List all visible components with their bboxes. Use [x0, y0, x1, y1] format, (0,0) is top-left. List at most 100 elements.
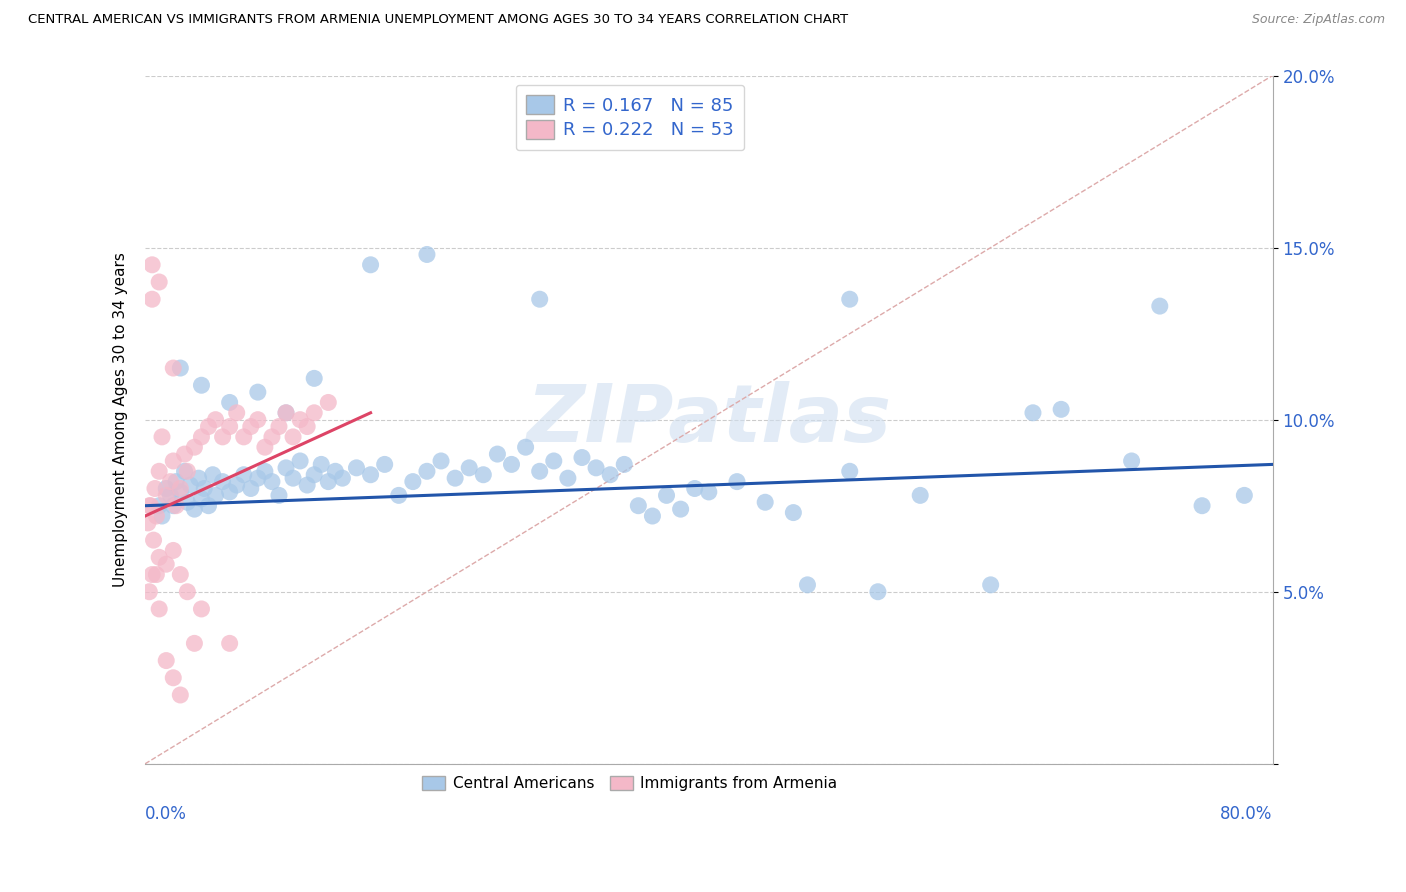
Point [444, 471, 467, 485]
Point [1233, 488, 1256, 502]
Point [302, 406, 325, 420]
Point [218, 484, 240, 499]
Point [253, 440, 276, 454]
Point [302, 371, 325, 385]
Point [225, 478, 247, 492]
Point [225, 406, 247, 420]
Point [246, 412, 269, 426]
Point [183, 502, 205, 516]
Point [281, 471, 304, 485]
Point [183, 636, 205, 650]
Point [302, 467, 325, 482]
Point [288, 412, 311, 426]
Point [1022, 406, 1045, 420]
Point [148, 550, 170, 565]
Point [211, 475, 233, 489]
Point [183, 440, 205, 454]
Point [136, 516, 159, 530]
Point [239, 419, 262, 434]
Point [159, 488, 181, 502]
Point [529, 292, 551, 306]
Text: 0.0%: 0.0% [145, 805, 187, 823]
Point [162, 499, 184, 513]
Point [155, 482, 177, 496]
Point [150, 509, 173, 524]
Point [138, 499, 160, 513]
Point [980, 578, 1002, 592]
Point [169, 484, 191, 499]
Point [274, 460, 297, 475]
Point [176, 464, 198, 478]
Point [246, 471, 269, 485]
Point [141, 292, 163, 306]
Point [908, 488, 931, 502]
Point [176, 584, 198, 599]
Point [204, 488, 226, 502]
Point [754, 495, 776, 509]
Point [142, 533, 165, 548]
Point [169, 482, 191, 496]
Point [402, 475, 425, 489]
Point [204, 412, 226, 426]
Point [641, 509, 664, 524]
Point [316, 395, 339, 409]
Point [838, 464, 860, 478]
Point [501, 458, 523, 472]
Point [139, 499, 162, 513]
Point [155, 654, 177, 668]
Y-axis label: Unemployment Among Ages 30 to 34 years: Unemployment Among Ages 30 to 34 years [114, 252, 128, 587]
Point [138, 584, 160, 599]
Point [190, 378, 212, 392]
Point [486, 447, 509, 461]
Point [325, 464, 347, 478]
Point [655, 488, 678, 502]
Point [374, 458, 396, 472]
Point [332, 471, 354, 485]
Point [162, 671, 184, 685]
Legend: Central Americans, Immigrants from Armenia: Central Americans, Immigrants from Armen… [416, 770, 844, 797]
Point [173, 447, 195, 461]
Point [1149, 299, 1171, 313]
Point [1191, 499, 1213, 513]
Point [148, 464, 170, 478]
Point [515, 440, 537, 454]
Point [416, 247, 439, 261]
Point [274, 406, 297, 420]
Point [169, 688, 191, 702]
Point [388, 488, 411, 502]
Point [176, 495, 198, 509]
Point [458, 460, 481, 475]
Point [1121, 454, 1143, 468]
Point [274, 406, 297, 420]
Point [253, 464, 276, 478]
Point [165, 475, 187, 489]
Point [571, 450, 593, 465]
Point [201, 467, 224, 482]
Point [683, 482, 706, 496]
Point [295, 419, 318, 434]
Point [162, 454, 184, 468]
Point [599, 467, 621, 482]
Point [218, 395, 240, 409]
Point [169, 361, 191, 376]
Text: 80.0%: 80.0% [1220, 805, 1272, 823]
Point [141, 567, 163, 582]
Point [148, 499, 170, 513]
Point [165, 499, 187, 513]
Point [155, 558, 177, 572]
Point [288, 454, 311, 468]
Point [218, 419, 240, 434]
Point [267, 488, 290, 502]
Point [416, 464, 439, 478]
Point [796, 578, 818, 592]
Point [260, 430, 283, 444]
Point [197, 419, 219, 434]
Point [239, 482, 262, 496]
Point [346, 460, 368, 475]
Point [232, 467, 254, 482]
Point [173, 464, 195, 478]
Point [150, 430, 173, 444]
Point [725, 475, 748, 489]
Point [141, 258, 163, 272]
Point [190, 602, 212, 616]
